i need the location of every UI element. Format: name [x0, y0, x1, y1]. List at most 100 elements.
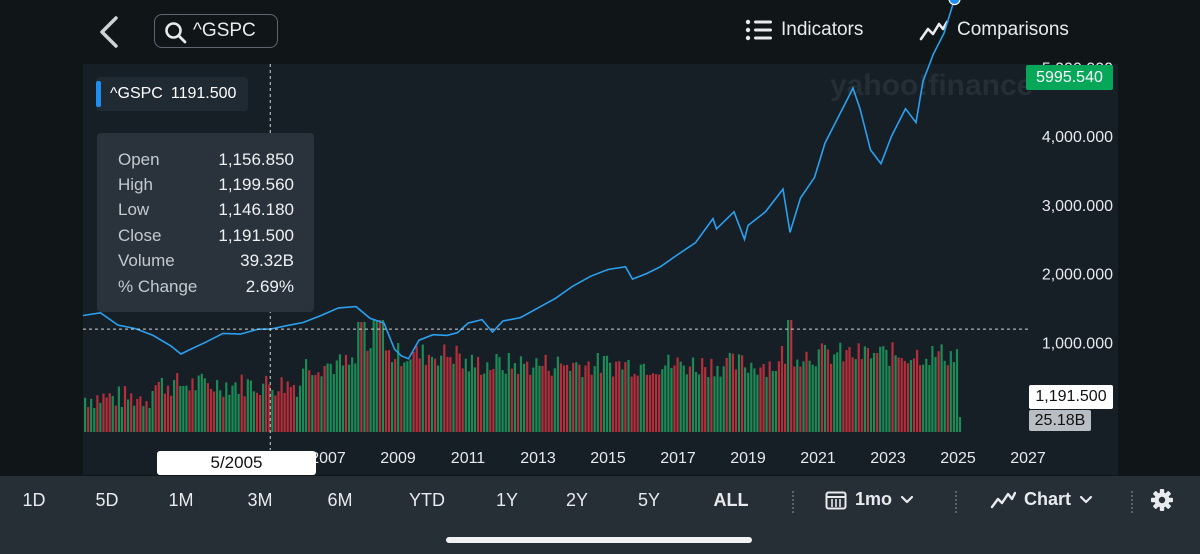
volume-bar	[434, 358, 437, 432]
volume-bar	[559, 363, 562, 432]
volume-bar	[458, 353, 461, 432]
chart-type-selector[interactable]: Chart	[990, 489, 1093, 510]
volume-bar	[912, 358, 916, 432]
volume-bar	[648, 375, 652, 432]
volume-bar	[523, 363, 526, 432]
volume-bar	[348, 364, 351, 432]
volume-bar	[575, 362, 578, 432]
range-2y[interactable]: 2Y	[565, 490, 589, 510]
volume-bar	[676, 357, 679, 432]
volume-bar	[873, 353, 876, 432]
volume-bar	[93, 408, 96, 432]
volume-bar	[157, 381, 160, 432]
volume-bar	[120, 407, 123, 432]
volume-bar	[830, 363, 833, 432]
volume-bar	[556, 356, 559, 432]
volume-bar	[99, 402, 102, 432]
volume-bar	[645, 374, 648, 432]
volume-bar	[903, 360, 906, 432]
comparisons-button[interactable]: Comparisons	[919, 18, 1069, 42]
gear-icon[interactable]	[1150, 488, 1174, 512]
volume-bar	[289, 386, 292, 432]
volume-bar	[409, 359, 412, 432]
y-tick-label: 4,000.000	[1042, 129, 1113, 146]
volume-bar	[928, 365, 931, 432]
symbol-search-box[interactable]: ^GSPC	[154, 14, 278, 48]
volume-bar	[584, 365, 587, 432]
range-1d[interactable]: 1D	[22, 490, 46, 510]
volume-bar	[728, 352, 731, 432]
range-6m[interactable]: 6M	[327, 490, 353, 510]
indicators-button[interactable]: Indicators	[745, 18, 863, 42]
volume-bar	[633, 373, 636, 432]
volume-bar	[237, 393, 240, 432]
volume-bar	[102, 393, 105, 432]
volume-bar	[642, 363, 645, 432]
range-all[interactable]: ALL	[713, 490, 749, 510]
volume-bar	[777, 361, 780, 432]
volume-bar	[372, 320, 375, 432]
volume-bar	[833, 354, 836, 432]
volume-bar	[341, 365, 345, 432]
volume-bar	[922, 364, 925, 432]
volume-bar	[876, 353, 879, 432]
range-1y[interactable]: 1Y	[495, 490, 519, 510]
volume-bar	[731, 353, 734, 432]
volume-bar	[375, 320, 378, 432]
volume-bar	[262, 383, 265, 432]
volume-bar	[286, 381, 289, 432]
volume-bar	[483, 373, 486, 432]
volume-bar	[925, 358, 928, 432]
yahoo-finance-watermark: yahoo!finance	[830, 69, 1033, 102]
volume-bar	[897, 357, 900, 432]
volume-bar	[501, 370, 504, 432]
volume-bar	[596, 353, 599, 432]
x-tick-label: 2007	[310, 450, 346, 467]
volume-bar	[842, 361, 845, 432]
range-3m[interactable]: 3M	[247, 490, 273, 510]
volume-bar	[384, 350, 388, 432]
volume-bar	[440, 355, 443, 432]
volume-bar	[771, 371, 774, 432]
volume-bar	[467, 371, 470, 432]
volume-bar	[160, 378, 163, 432]
volume-bar	[762, 364, 765, 432]
list-icon	[745, 19, 772, 41]
x-tick-label: 2021	[800, 450, 836, 467]
volume-bar	[753, 368, 756, 432]
volume-bar	[427, 354, 430, 432]
volume-bar	[615, 361, 618, 432]
volume-bar	[259, 395, 262, 432]
volume-bar	[283, 392, 286, 432]
volume-bar	[891, 342, 894, 432]
volume-bar	[378, 320, 381, 432]
volume-bar	[698, 374, 701, 432]
volume-bar	[946, 365, 949, 432]
volume-bar	[182, 386, 185, 432]
range-5y[interactable]: 5Y	[637, 490, 661, 510]
volume-bar	[252, 391, 255, 432]
volume-bar	[480, 374, 483, 432]
interval-selector[interactable]: 1mo	[825, 489, 914, 510]
volume-bar	[955, 349, 959, 432]
volume-bar	[688, 366, 691, 432]
volume-bar	[885, 349, 888, 432]
volume-bar	[216, 379, 219, 432]
volume-bar	[298, 385, 302, 432]
toolbar-divider	[1131, 491, 1133, 513]
volume-bar	[418, 358, 421, 432]
volume-bar	[415, 346, 418, 432]
back-button[interactable]	[96, 12, 124, 52]
volume-bar	[673, 365, 676, 432]
volume-bar	[572, 362, 575, 432]
volume-bar	[879, 346, 882, 432]
volume-bar	[805, 351, 808, 432]
range-5d[interactable]: 5D	[95, 490, 119, 510]
last-price-dot	[948, 0, 961, 6]
volume-bar	[504, 373, 507, 432]
volume-bar	[605, 355, 609, 432]
price-chart[interactable]: yahoo!finance 5,000.0004,000.0003,000.00…	[0, 0, 1200, 476]
range-1m[interactable]: 1M	[168, 490, 194, 510]
volume-bar	[219, 390, 222, 432]
range-ytd[interactable]: YTD	[409, 490, 445, 510]
